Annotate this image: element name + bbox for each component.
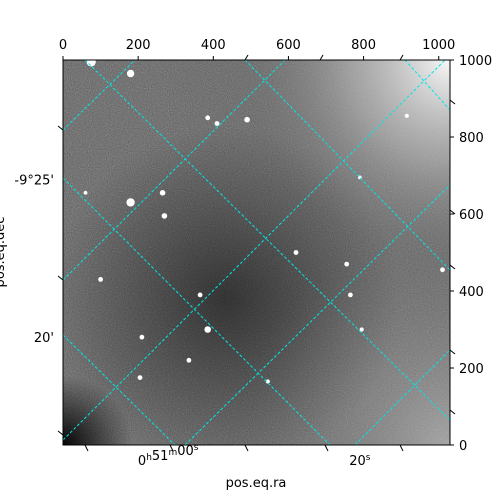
grid-line [63,60,136,131]
grid-line [63,334,176,445]
grid-line [63,60,286,281]
star [293,250,299,255]
ra-tick [244,444,249,452]
star [244,116,250,123]
right-tick-label: 200 [459,362,484,377]
dark-corner-bottom-left [63,60,450,445]
star [404,113,409,118]
dec-tick-right [449,349,456,355]
right-pixel-axis: 0 200 400 600 800 1000 [450,54,492,454]
ra-tick-label: 20s [349,453,371,469]
star [186,357,192,363]
top-tick-label: 400 [201,38,226,53]
star [159,190,166,196]
dec-tick [57,430,64,436]
dec-world-axis: -9°25' 20' [14,99,456,436]
star [265,379,270,384]
ra-tick-top [244,54,249,61]
ra-tick-top [319,54,324,61]
star [348,292,353,298]
image-panel [63,60,450,445]
grid-line [184,184,450,445]
dec-tick-right [449,209,456,215]
ra-tick [399,444,404,452]
star [440,267,445,273]
star [126,69,135,78]
right-tick-label: 600 [459,208,484,223]
star [98,277,103,282]
star-layer [83,60,445,384]
plot-frame [62,59,451,446]
star [86,60,96,67]
dec-tick-right [449,409,456,415]
dec-tick-label: 20' [34,331,54,346]
ra-tick-top [399,54,404,61]
star [126,198,135,207]
top-tick-label: 0 [59,38,67,53]
ra-tick [169,444,174,452]
top-pixel-axis: 0 200 400 600 800 1000 [59,38,455,60]
grid-line [244,60,450,271]
ra-tick [84,444,89,452]
star [139,334,145,340]
star [205,115,211,121]
dec-tick-label: -9°25' [14,173,54,188]
coordinate-grid [63,60,450,445]
star [83,190,88,195]
dec-tick [57,125,64,131]
right-tick-label: 800 [459,131,484,146]
star [161,213,168,219]
top-tick-label: 800 [351,38,376,53]
star [204,326,211,333]
top-tick-label: 200 [126,38,151,53]
grid-line [404,60,450,111]
right-tick-label: 400 [459,285,484,300]
star [214,121,220,126]
star [359,327,364,332]
right-tick-label: 1000 [459,54,492,69]
x-axis-title: pos.eq.ra [226,476,287,491]
top-tick-label: 1000 [422,38,455,53]
star [197,292,203,298]
y-axis-title: pos.eq.dec [0,217,8,288]
grid-line [354,349,450,445]
dec-tick [57,275,64,281]
ra-tick-label: 0h51m00s [138,443,199,469]
ra-tick [324,444,329,452]
grid-line [63,177,331,445]
top-tick-label: 600 [276,38,301,53]
star [137,375,143,380]
grid-line [84,60,450,421]
ra-world-axis: 0h51m00s 20s [84,54,404,469]
right-tick-label: 0 [459,439,467,454]
dec-tick-right [449,264,456,270]
dec-tick-right [449,99,456,105]
star [344,261,350,267]
